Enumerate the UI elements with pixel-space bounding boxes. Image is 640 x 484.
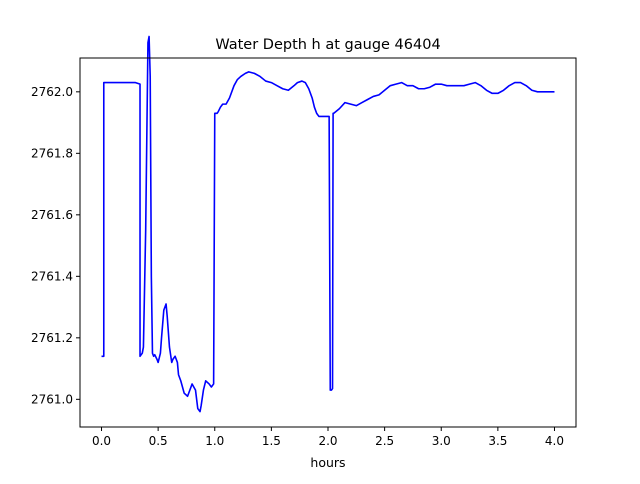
x-tick-label: 3.0 <box>432 434 451 448</box>
x-tick-label: 1.5 <box>262 434 281 448</box>
x-tick-label: 0.0 <box>92 434 111 448</box>
y-tick-label: 2761.2 <box>31 331 73 345</box>
x-axis-label: hours <box>310 455 345 470</box>
y-tick-label: 2761.8 <box>31 146 73 160</box>
x-tick-label: 2.0 <box>318 434 337 448</box>
x-tick-label: 3.5 <box>488 434 507 448</box>
y-tick-label: 2761.0 <box>31 392 73 406</box>
x-tick-label: 2.5 <box>375 434 394 448</box>
y-tick-label: 2761.4 <box>31 269 73 283</box>
y-tick-label: 2762.0 <box>31 85 73 99</box>
x-tick-label: 4.0 <box>545 434 564 448</box>
chart-title: Water Depth h at gauge 46404 <box>215 37 440 53</box>
x-tick-label: 1.0 <box>205 434 224 448</box>
y-tick-label: 2761.6 <box>31 208 73 222</box>
x-tick-label: 0.5 <box>149 434 168 448</box>
